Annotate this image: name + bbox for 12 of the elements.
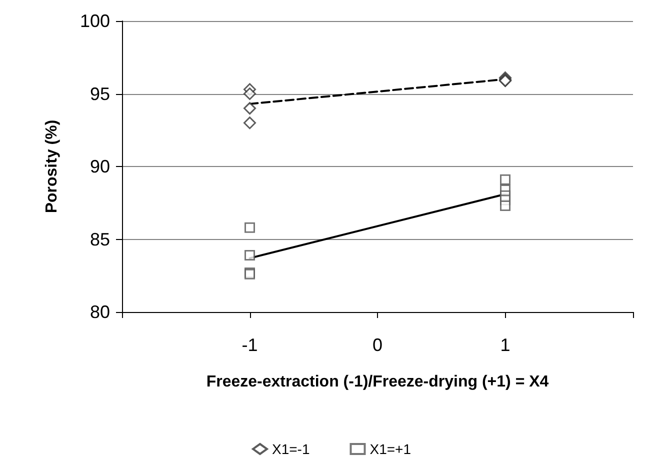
y-tick-label: 90 (90, 156, 110, 176)
legend-label: X1=+1 (370, 441, 412, 457)
y-axis-title: Porosity (%) (44, 120, 60, 214)
legend-label: X1=-1 (272, 441, 310, 457)
x-tick-label: 0 (372, 335, 383, 355)
y-tick-label: 80 (90, 302, 110, 322)
x-tick-label: 1 (500, 335, 510, 355)
x-tick-label: -1 (242, 335, 258, 355)
x-axis-title: Freeze-extraction (-1)/Freeze-drying (+1) = X4 (206, 374, 549, 390)
y-tick-label: 85 (90, 229, 110, 250)
y-tick-label: 100 (80, 11, 110, 31)
y-tick-label: 95 (90, 84, 110, 104)
